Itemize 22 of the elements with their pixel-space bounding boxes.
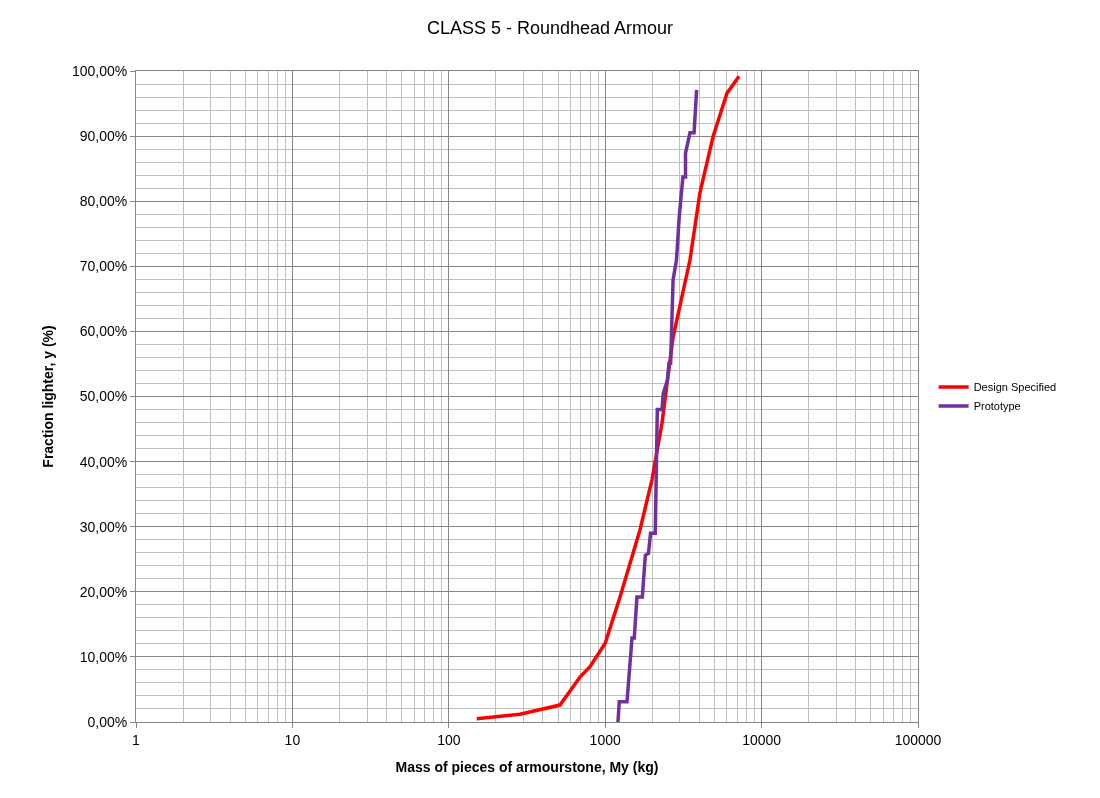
y-tick-label: 90,00% [79, 128, 128, 144]
y-axis-title: Fraction lighter, y (%) [39, 325, 56, 468]
y-tick-label: 80,00% [79, 193, 128, 210]
y-tick-label: 10,00% [79, 648, 128, 665]
y-tick-label: 40,00% [79, 453, 128, 470]
x-tick-label: 10000 [742, 731, 782, 748]
x-axis-title: Mass of pieces of armourstone, My (kg) [395, 759, 659, 776]
y-tick-label: 60,00% [79, 323, 128, 340]
x-tick-label: 100000 [894, 731, 942, 748]
x-tick-label: 1 [132, 731, 141, 748]
y-tick-label: 100,00% [71, 62, 128, 79]
legend-label: Prototype [973, 400, 1021, 413]
y-tick-label: 50,00% [79, 388, 128, 405]
x-tick-label: 10 [284, 731, 301, 748]
legend-label: Design Specified [973, 381, 1057, 394]
x-tick-label: 100 [437, 731, 461, 748]
y-tick-label: 20,00% [79, 583, 128, 600]
y-tick-label: 30,00% [79, 518, 128, 535]
y-tick-label: 0,00% [87, 713, 128, 730]
chart-title: CLASS 5 - Roundhead Armour [426, 18, 674, 39]
y-tick-label: 70,00% [79, 258, 128, 275]
x-tick-label: 1000 [589, 731, 621, 748]
